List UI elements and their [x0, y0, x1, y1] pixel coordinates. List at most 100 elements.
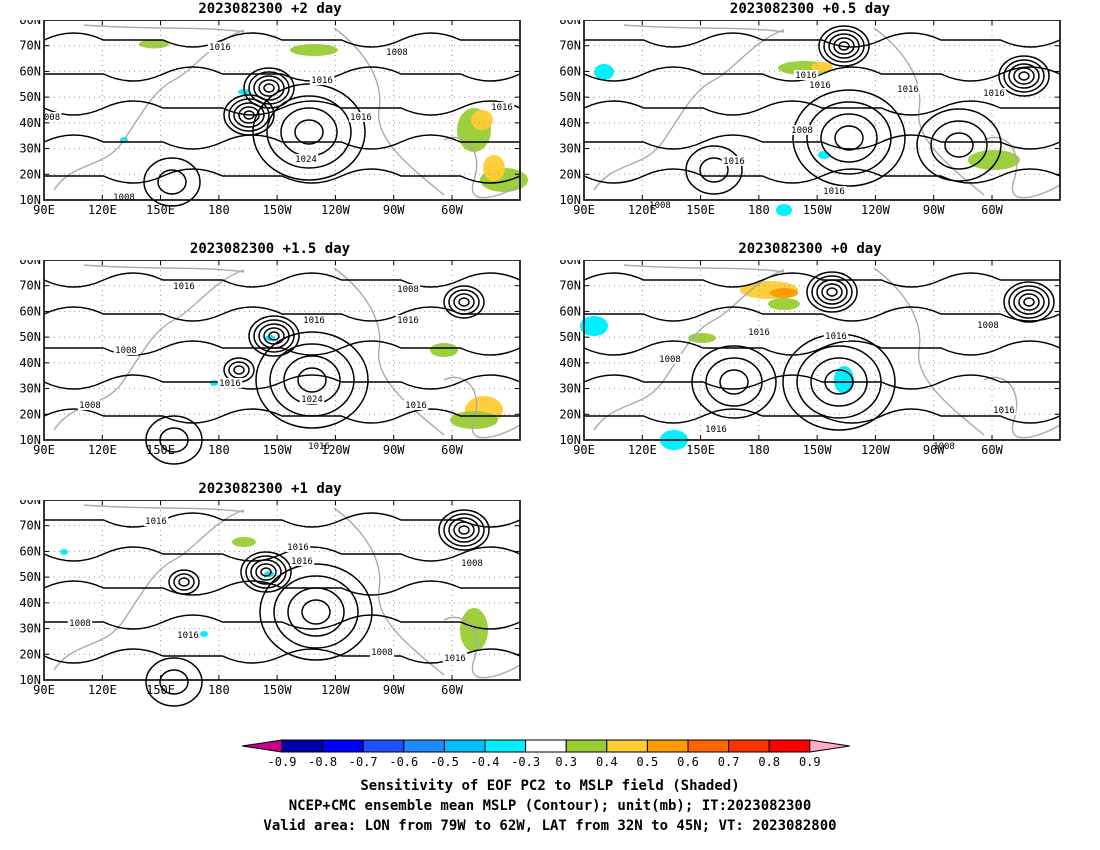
panel-title: 2023082300 +0 day [738, 241, 882, 257]
lat-tick-label: 40N [559, 356, 581, 370]
lon-tick-label: 120W [321, 203, 351, 217]
contour-label: 1016 [289, 556, 315, 567]
contour-label: 1016 [746, 327, 772, 338]
lon-tick-label: 90W [383, 203, 405, 217]
contour-line [43, 100, 521, 116]
contour-label: 1016 [403, 400, 429, 411]
high-pressure-ring [699, 157, 729, 183]
mslp-contours [583, 25, 1061, 195]
colorbar-min-triangle [241, 739, 283, 753]
contour-line [43, 408, 520, 424]
coastline-arctic [83, 24, 245, 33]
caption-line-3: Valid area: LON from 79W to 62W, LAT fro… [263, 818, 837, 834]
contour-label: 1008 [647, 200, 673, 211]
coastline-arctic [83, 504, 245, 513]
lat-tick-label: 20N [19, 167, 41, 181]
high-pressure-ring [273, 575, 359, 649]
figure-captions: Sensitivity of EOF PC2 to MSLP field (Sh… [0, 776, 1100, 836]
colorbar-swatch [728, 739, 770, 753]
svg-text:1016: 1016 [291, 557, 313, 567]
contour-line [43, 546, 521, 562]
svg-text:008: 008 [44, 113, 60, 123]
high-pressure-ring [820, 113, 878, 163]
low-pressure-ring [228, 98, 270, 132]
lon-tick-label: 150E [146, 203, 175, 217]
svg-text:1016: 1016 [705, 425, 727, 435]
lat-tick-label: 80N [19, 260, 41, 267]
svg-text:1008: 1008 [386, 48, 408, 58]
svg-text:1016: 1016 [145, 517, 167, 527]
map-plot: 1016 1016 1016 1008 1016 1008 1008 1016 90E 120E 1… [19, 500, 521, 707]
colorbar-swatch [362, 739, 405, 753]
panel-title: 2023082300 +1.5 day [189, 241, 351, 257]
high-pressure-ring [944, 132, 974, 158]
low-pressure-ring [998, 55, 1050, 97]
contour-label: 1008 [113, 345, 139, 356]
svg-text:1008: 1008 [69, 619, 91, 629]
lat-tick-label: 40N [559, 116, 581, 130]
svg-text:1008: 1008 [79, 401, 101, 411]
svg-text:1016: 1016 [491, 103, 513, 113]
lon-tick-label: 90E [573, 443, 595, 457]
low-pressure-ring [1023, 297, 1035, 307]
coastlines [593, 24, 1061, 199]
shade-patch [471, 110, 493, 130]
high-pressure-ring [705, 357, 763, 407]
lon-tick-label: 150E [146, 683, 175, 697]
caption-line-2: NCEP+CMC ensemble mean MSLP (Contour); u… [288, 798, 812, 814]
lon-tick-label: 180 [208, 203, 230, 217]
colorbar-legend: -0.9 -0.8 -0.7 -0.6 -0.5 -0.4 -0.3 0.3 0.4 0.5 0.6… [241, 739, 850, 769]
coastline-asia [53, 509, 245, 671]
low-pressure-ring [243, 110, 255, 120]
lon-tick-label: 90W [923, 203, 945, 217]
lat-tick-label: 50N [559, 90, 581, 104]
lon-tick-label: 90E [33, 443, 55, 457]
lat-tick-label: 40N [19, 596, 41, 610]
low-pressure-ring [438, 509, 490, 551]
contour-line [583, 66, 1061, 82]
high-pressure-ring [834, 125, 864, 151]
lon-tick-label: 60W [441, 683, 463, 697]
plot-area [44, 20, 520, 200]
contour-label: 1016 [395, 315, 421, 326]
lon-tick-label: 90E [33, 683, 55, 697]
coastline-arctic [623, 24, 785, 33]
low-pressure-ring [253, 75, 285, 101]
colorbar-swatch [403, 739, 445, 753]
lat-tick-label: 70N [559, 279, 581, 293]
colorbar-swatch [687, 739, 730, 753]
low-pressure-ring [821, 283, 843, 301]
shade-patch [776, 204, 792, 216]
low-pressure-ring [268, 331, 280, 341]
high-pressure-ring [145, 657, 203, 707]
colorbar-swatch [768, 739, 811, 753]
high-pressure-ring [792, 89, 906, 187]
contour-label: 1008 [369, 647, 395, 658]
coastlines [53, 504, 521, 679]
low-pressure-ring [453, 293, 475, 311]
lon-tick-label: 180 [748, 203, 770, 217]
svg-text:1008: 1008 [791, 126, 813, 136]
contour-label: 1008 [67, 618, 93, 629]
shade-patch [200, 631, 208, 637]
svg-text:1016: 1016 [219, 379, 241, 389]
axes: 90E 120E 150E 180 150W 120W 90W 60W 80N 70N 60N 50N… [19, 260, 520, 457]
contour-label: 1016 [489, 102, 515, 113]
lon-tick-label: 180 [208, 683, 230, 697]
contour-label: 1016 [821, 186, 847, 197]
shade-patch [968, 150, 1020, 170]
contour-label: 1016 [301, 315, 327, 326]
svg-text:1016: 1016 [209, 43, 231, 53]
low-pressure-ring [173, 573, 195, 591]
colorbar-swatch [606, 739, 648, 753]
lon-tick-label: 150W [263, 443, 293, 457]
svg-text:1016: 1016 [311, 76, 333, 86]
svg-text:1016: 1016 [983, 89, 1005, 99]
shade-patch [770, 288, 798, 298]
coastline-north-america [333, 27, 445, 196]
colorbar-label: 0.9 [799, 755, 821, 769]
plot-frame [43, 500, 521, 681]
svg-text:1016: 1016 [993, 406, 1015, 416]
low-pressure-ring [1003, 281, 1055, 323]
